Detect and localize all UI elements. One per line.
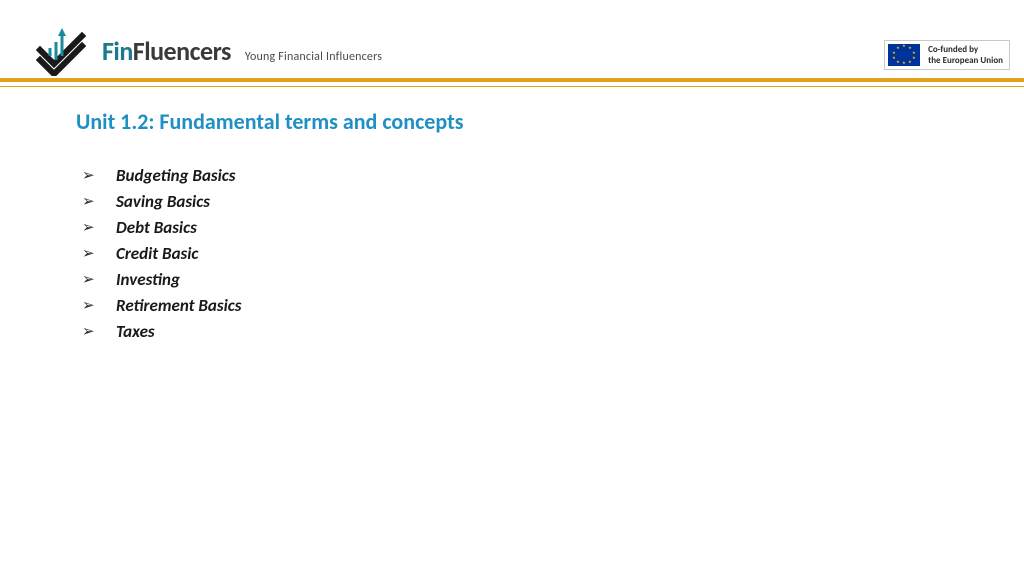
brand-fin: Fin	[102, 35, 133, 67]
brand-text: FinFluencers Young Financial Influencers	[102, 35, 382, 67]
list-item: Debt Basics	[82, 215, 964, 241]
eu-flag-icon: ★ ★ ★ ★ ★ ★ ★ ★ ★ ★	[888, 44, 920, 66]
eu-cofunded-badge: ★ ★ ★ ★ ★ ★ ★ ★ ★ ★ Co-funded by the Eur…	[884, 40, 1010, 70]
divider-thin	[0, 86, 1024, 87]
brand-name: FinFluencers	[102, 35, 231, 67]
divider-thick	[0, 78, 1024, 82]
list-item: Credit Basic	[82, 241, 964, 267]
brand-fluencers: Fluencers	[133, 35, 231, 67]
eu-text: Co-funded by the European Union	[928, 44, 1003, 66]
list-item: Retirement Basics	[82, 293, 964, 319]
list-item: Budgeting Basics	[82, 163, 964, 189]
list-item: Investing	[82, 267, 964, 293]
logo-icon	[36, 26, 86, 76]
header: FinFluencers Young Financial Influencers…	[0, 0, 1024, 88]
brand-tagline: Young Financial Influencers	[245, 50, 382, 64]
eu-line2: the European Union	[928, 55, 1003, 66]
eu-line1: Co-funded by	[928, 44, 1003, 55]
topic-list: Budgeting Basics Saving Basics Debt Basi…	[76, 163, 964, 345]
list-item: Saving Basics	[82, 189, 964, 215]
brand-block: FinFluencers Young Financial Influencers	[36, 26, 382, 76]
content-area: Unit 1.2: Fundamental terms and concepts…	[76, 108, 964, 345]
list-item: Taxes	[82, 319, 964, 345]
unit-title: Unit 1.2: Fundamental terms and concepts	[76, 108, 964, 135]
